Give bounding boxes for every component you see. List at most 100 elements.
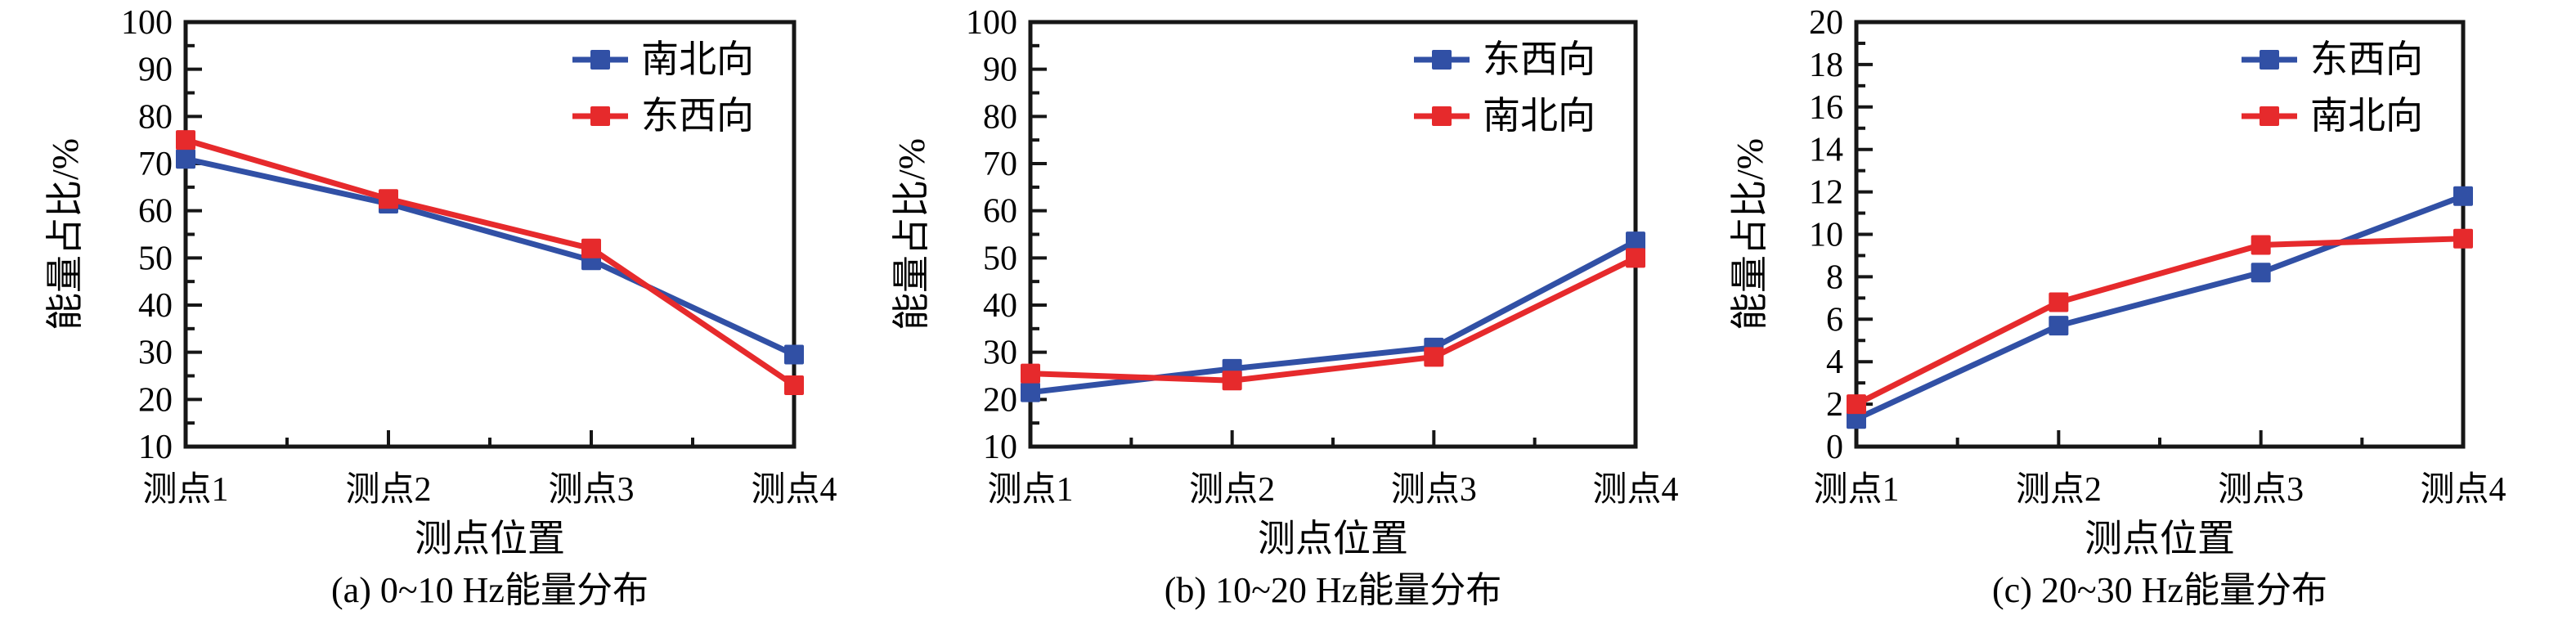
series-line: [182, 155, 797, 358]
legend-marker-sample: [2260, 50, 2279, 70]
plot-frame: [183, 20, 797, 449]
plot-frame: [1854, 20, 2466, 449]
x-axis-category-label: 测点4: [1592, 471, 1678, 509]
series-marker: [176, 130, 195, 151]
y-axis-title: 能量占比/%: [44, 138, 86, 330]
legend-item-1: 东西向: [572, 95, 754, 137]
chart-c-canvas: 0 2 4 6 8 10 12 14 16 18 20 测点1 测点2 测点3 测点4 测点位置 能量占比/% 东…: [1729, 4, 2506, 559]
chart-panel-b: 10 20 30 40 50 60 70 80 90 100 测点1 测点2 测点3 测点4 测点位置 能量占…: [859, 0, 1717, 620]
y-axis-tick-label: 18: [1809, 47, 1843, 84]
y-axis-title: 能量占比/%: [1729, 138, 1770, 330]
legend-item-1: 南北向: [1414, 95, 1595, 137]
chart-panel-a: 10 20 30 40 50 60 70 80 90 100 测点1 测点2 测点3 测点4 测点位置 能量占…: [0, 0, 859, 620]
x-axis-category-label: 测点2: [1189, 471, 1275, 509]
axes: 0 2 4 6 8 10 12 14 16 18 20 测点1 测点2 测点3 测点4: [1809, 4, 2506, 509]
y-axis-tick-label: 12: [1809, 174, 1843, 212]
series-marker: [784, 375, 804, 396]
legend-label: 南北向: [2310, 95, 2423, 137]
series-marker: [2453, 186, 2473, 206]
y-axis-tick-label: 100: [121, 4, 173, 42]
x-axis-title: 测点位置: [1258, 518, 1408, 559]
y-axis-tick-label: 20: [1809, 4, 1843, 42]
series-line: [1027, 238, 1639, 396]
series-line: [1853, 193, 2466, 422]
chart-c-caption: (c) 20~30 Hz能量分布: [1992, 570, 2327, 610]
series-0: [1847, 186, 2473, 429]
legend-item-1: 南北向: [2242, 95, 2423, 137]
x-axis-category-label: 测点3: [548, 471, 634, 509]
series-1: [176, 130, 804, 396]
series-marker: [1847, 409, 1866, 429]
chart-a-canvas: 10 20 30 40 50 60 70 80 90 100 测点1 测点2 测点3 测点4 测点位置 能量占…: [44, 4, 837, 559]
x-axis-category-label: 测点1: [1813, 471, 1899, 509]
x-axis-category-label: 测点2: [345, 471, 431, 509]
x-axis-category-label: 测点4: [751, 471, 837, 509]
series-marker: [2251, 263, 2271, 283]
legend-marker-sample: [1432, 50, 1452, 70]
legend-marker-sample: [1432, 106, 1452, 126]
y-axis-tick-label: 2: [1826, 386, 1843, 424]
legend-label: 南北向: [641, 38, 754, 80]
y-axis-tick-label: 50: [138, 240, 173, 277]
y-axis-tick-label: 60: [138, 193, 173, 231]
legend-label: 南北向: [1483, 95, 1595, 137]
series-marker: [2049, 292, 2069, 312]
series-marker: [379, 189, 398, 209]
series-marker: [1021, 363, 1040, 384]
legend-marker-sample: [2260, 106, 2279, 126]
series-1: [1847, 228, 2473, 415]
legend-label: 东西向: [1483, 38, 1595, 80]
x-axis-category-label: 测点2: [2016, 471, 2102, 509]
series-line: [182, 137, 797, 389]
legend-marker-sample: [590, 50, 610, 70]
y-axis-tick-label: 80: [138, 98, 173, 136]
legend-item-0: 东西向: [1414, 38, 1595, 80]
x-axis-title: 测点位置: [415, 518, 565, 559]
y-axis-tick-label: 20: [138, 381, 173, 419]
series-marker: [1021, 382, 1040, 402]
x-axis-category-label: 测点3: [1391, 471, 1477, 509]
series-marker: [176, 149, 195, 169]
y-axis-tick-label: 50: [983, 240, 1017, 277]
series-marker: [1847, 394, 1866, 415]
y-axis-tick-label: 80: [983, 98, 1017, 136]
x-axis-category-label: 测点4: [2420, 471, 2506, 509]
legend-marker-sample: [590, 106, 610, 126]
x-axis-title: 测点位置: [2085, 518, 2235, 559]
y-axis-tick-label: 70: [983, 146, 1017, 183]
series-marker: [1222, 371, 1242, 391]
y-axis-tick-label: 100: [966, 4, 1017, 42]
y-axis-tick-label: 40: [138, 287, 173, 325]
y-axis-tick-label: 16: [1809, 89, 1843, 127]
series-line: [1853, 236, 2466, 407]
legend-item-0: 东西向: [2242, 38, 2423, 80]
series-1: [1021, 248, 1645, 391]
y-axis-tick-label: 90: [983, 52, 1017, 89]
y-axis-tick-label: 4: [1826, 344, 1843, 381]
chart-b-caption: (b) 10~20 Hz能量分布: [1164, 570, 1502, 610]
y-axis-tick-label: 10: [1809, 217, 1843, 254]
series-marker: [1626, 248, 1645, 268]
y-axis-tick-label: 10: [983, 429, 1017, 466]
x-axis-category-label: 测点1: [987, 471, 1073, 509]
y-axis-title: 能量占比/%: [891, 138, 932, 330]
series-marker: [784, 344, 804, 365]
series-marker: [2251, 235, 2271, 255]
series-line: [1027, 254, 1639, 384]
axes: 10 20 30 40 50 60 70 80 90 100 测点1 测点2 测点3 测点4: [121, 4, 837, 509]
legend-label: 东西向: [641, 95, 754, 137]
axes: 10 20 30 40 50 60 70 80 90 100 测点1 测点2 测点3 测点4: [966, 4, 1679, 509]
y-axis-tick-label: 30: [138, 335, 173, 372]
y-axis-tick-label: 40: [983, 287, 1017, 325]
y-axis-tick-label: 60: [983, 193, 1017, 231]
series-0: [1021, 231, 1645, 402]
y-axis-tick-label: 90: [138, 52, 173, 89]
series-marker: [581, 238, 601, 258]
legend-label: 东西向: [2310, 38, 2423, 80]
chart-b-canvas: 10 20 30 40 50 60 70 80 90 100 测点1 测点2 测点3 测点4 测点位置 能量占…: [891, 4, 1679, 559]
y-axis-tick-label: 70: [138, 146, 173, 183]
